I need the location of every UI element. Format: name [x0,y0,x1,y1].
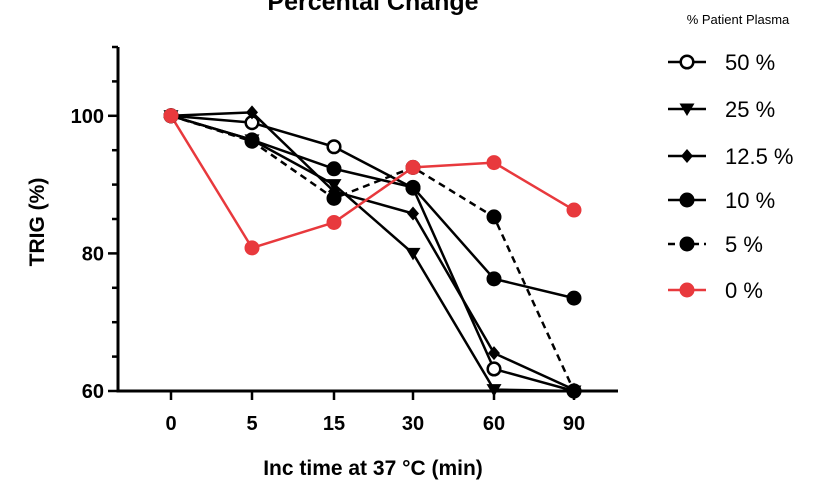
x-tick-label: 0 [165,413,176,435]
data-point [326,139,342,155]
series-markers [163,105,582,399]
x-axis-label: Inc time at 37 °C (min) [263,457,483,480]
x-tick-label: 30 [402,413,424,435]
data-point [486,384,502,397]
legend-entry-label: 0 % [725,278,763,303]
series-line [170,114,575,393]
legend-entry-label: 5 % [725,232,763,257]
series-lines [169,111,576,393]
legend-entry-label: 12.5 % [725,144,794,169]
legend-marker [679,282,695,298]
series-line [170,114,576,392]
data-point [566,383,582,399]
data-point [326,214,342,230]
data-point [326,161,342,177]
y-tick-label: 100 [71,106,104,128]
y-axis-label: TRIG (%) [26,178,49,267]
data-point [244,240,260,256]
legend-marker [681,149,693,163]
legend-entry-label: 10 % [725,188,775,213]
data-point [326,190,342,206]
legend: 50 % 25 % 12.5 % 10 % 5 % 0 % [668,50,794,303]
series-line [170,114,575,300]
data-point [566,202,582,218]
x-tick-label: 60 [483,413,505,435]
data-point [405,159,421,175]
x-tick-label: 90 [563,413,585,435]
legend-marker [679,54,695,70]
legend-entry-label: 25 % [725,97,775,122]
y-tick-label: 80 [82,243,104,265]
data-point [244,133,260,149]
data-point [486,271,502,287]
data-point [405,179,421,195]
legend-marker [679,103,695,116]
legend-entry-label: 50 % [725,50,775,75]
series-line [169,115,575,250]
data-point [163,108,179,124]
series-line [170,114,575,393]
data-point [488,346,500,361]
legend-title: % Patient Plasma [687,12,790,27]
data-point [486,209,502,225]
legend-marker [679,236,695,252]
data-point [407,206,419,221]
y-tick-label: 60 [82,381,104,403]
data-point [486,155,502,171]
data-point [405,247,421,261]
data-point [566,290,582,306]
legend-marker [679,192,695,208]
axes: 60 80 100 0 5 15 30 60 90 [71,45,618,435]
data-point [486,361,502,377]
x-tick-label: 15 [323,413,345,435]
x-tick-label: 5 [246,413,257,435]
series-line [170,111,575,391]
data-point [246,105,258,120]
chart-title: Percental Change [267,0,478,16]
